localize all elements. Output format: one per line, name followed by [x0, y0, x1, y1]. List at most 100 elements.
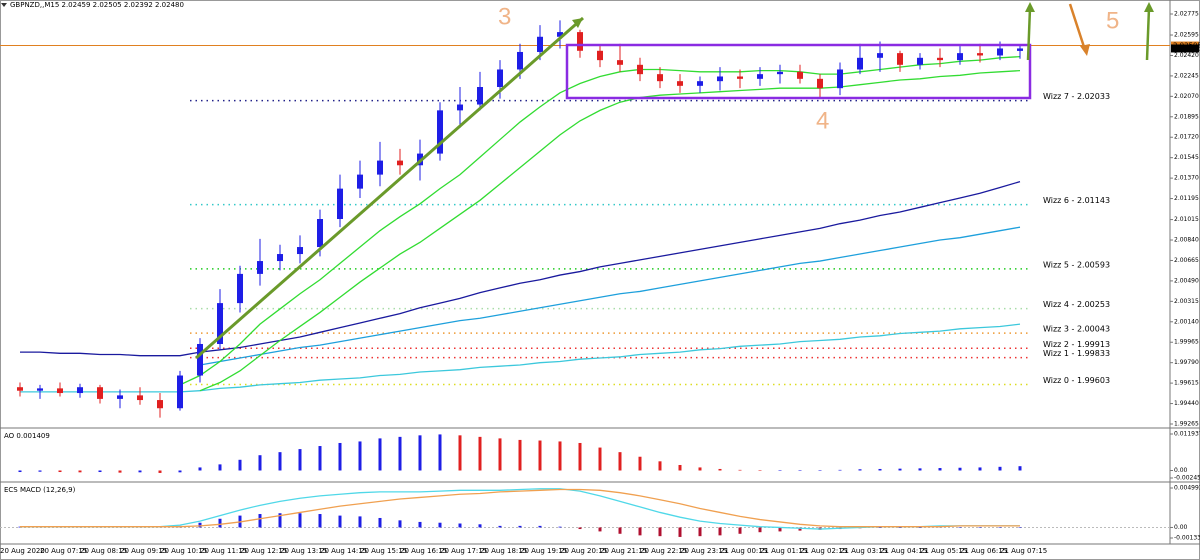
y-tick-label: 2.00665 — [1174, 257, 1199, 264]
ao-bar — [618, 452, 622, 471]
candle-body — [577, 32, 583, 51]
ao-bar — [738, 469, 742, 471]
candle-body — [817, 78, 823, 89]
candle-body — [297, 247, 303, 255]
macd-bar — [878, 527, 882, 528]
macd-bar — [498, 525, 502, 528]
candle-body — [657, 74, 663, 82]
macd-bar — [518, 525, 522, 528]
x-tick-label: 21 Aug 03:15 — [840, 547, 887, 555]
chart-title: GBPNZD,,M15 2.02459 2.02505 2.02392 2.02… — [10, 1, 184, 9]
y-tick-label: -0.002456 — [1174, 475, 1200, 482]
macd-bar — [458, 523, 462, 528]
macd-bar — [718, 527, 722, 536]
macd-bar — [738, 527, 742, 534]
y-tick-label: 2.02420 — [1174, 52, 1199, 59]
x-tick-label: 20 Aug 18:15 — [480, 547, 527, 555]
arrow-down — [1068, 3, 1087, 51]
macd-bar — [958, 527, 962, 528]
macd-bar — [438, 522, 442, 528]
macd-bar — [298, 513, 302, 528]
candle-body — [937, 57, 943, 61]
x-tick-label: 21 Aug 02:15 — [800, 547, 847, 555]
candle-body — [57, 388, 63, 394]
indicator-line — [20, 488, 1020, 528]
macd-bar — [398, 520, 402, 528]
y-tick-label: 2.00140 — [1174, 318, 1199, 325]
ao-bar — [758, 470, 762, 471]
candle-body — [717, 76, 723, 82]
ao-bar — [578, 442, 582, 471]
candle-body — [737, 76, 743, 79]
y-tick-label: 1.99790 — [1174, 359, 1199, 366]
candle-body — [977, 53, 983, 56]
x-tick-label: 21 Aug 00:15 — [720, 547, 767, 555]
x-tick-label: 20 Aug 22:15 — [640, 547, 687, 555]
candle-body — [117, 395, 123, 399]
y-tick-label: 0.011937 — [1174, 431, 1200, 438]
ao-bar — [178, 470, 182, 473]
trend-arrow — [572, 18, 583, 28]
ao-bar — [478, 436, 482, 471]
level-label: Wizz 5 - 2.00593 — [1043, 260, 1110, 269]
candle-body — [477, 87, 483, 105]
ao-bar — [838, 469, 842, 471]
macd-bar — [638, 527, 642, 536]
level-label: Wizz 4 - 2.00253 — [1043, 300, 1110, 309]
x-tick-label: 20 Aug 13:15 — [280, 547, 327, 555]
candle-body — [597, 50, 603, 61]
macd-bar — [618, 527, 622, 534]
ao-bar — [18, 470, 22, 473]
macd-bar — [478, 524, 482, 528]
ao-bar — [98, 470, 102, 473]
candle-body — [997, 48, 1003, 56]
macd-bar — [678, 527, 682, 537]
ao-bar — [818, 470, 822, 471]
indicator-line — [20, 323, 1021, 393]
candle-body — [337, 188, 343, 219]
ao-bar — [278, 452, 282, 471]
y-tick-label: 1.99965 — [1174, 339, 1199, 346]
y-tick-label: 2.01015 — [1174, 216, 1199, 223]
macd-bar — [658, 527, 662, 537]
x-tick-label: 20 Aug 17:15 — [440, 547, 487, 555]
macd-bar — [598, 527, 602, 532]
ao-bar — [418, 435, 422, 471]
candle-body — [897, 53, 903, 65]
candle-body — [1017, 48, 1023, 51]
ao-bar — [798, 470, 802, 471]
indicator-line — [20, 488, 1020, 530]
y-tick-label: 2.01545 — [1174, 154, 1199, 161]
macd-bar — [418, 521, 422, 528]
ao-bar — [518, 439, 522, 471]
menu-icon[interactable] — [1, 3, 7, 7]
ao-bar — [398, 436, 402, 471]
arrow-head — [1080, 44, 1090, 56]
x-tick-label: 20 Aug 10:15 — [160, 547, 207, 555]
candle-body — [637, 64, 643, 75]
macd-bar — [318, 514, 322, 528]
candle-body — [957, 53, 963, 61]
arrow-head — [1025, 2, 1035, 12]
x-tick-label: 20 Aug 20:15 — [560, 547, 607, 555]
candle-body — [257, 261, 263, 274]
candle-body — [137, 395, 143, 401]
y-tick-label: 2.01370 — [1174, 175, 1199, 182]
y-tick-label: 2.01720 — [1174, 134, 1199, 141]
macd-bar — [258, 514, 262, 528]
macd-bar — [1018, 527, 1022, 528]
candle-body — [917, 57, 923, 65]
x-tick-label: 20 Aug 2020 — [0, 547, 45, 555]
candle-body — [857, 57, 863, 70]
ao-bar — [598, 447, 602, 471]
x-tick-label: 20 Aug 11:15 — [200, 547, 247, 555]
candle-body — [217, 303, 223, 344]
ao-bar — [918, 468, 922, 471]
annotation: 3 — [498, 3, 511, 30]
y-tick-label: 0.00 — [1174, 467, 1188, 474]
level-label: Wizz 7 - 2.02033 — [1043, 92, 1110, 101]
ao-bar — [298, 449, 302, 471]
candle-body — [517, 51, 523, 70]
macd-bar — [378, 517, 382, 528]
candle-body — [497, 69, 503, 88]
